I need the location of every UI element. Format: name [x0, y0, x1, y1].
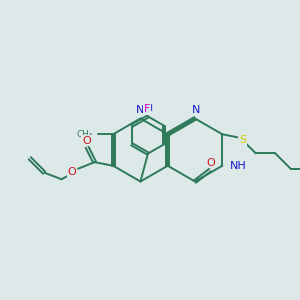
Text: H: H — [145, 104, 152, 113]
Text: H: H — [136, 106, 144, 115]
Text: S: S — [239, 135, 246, 145]
Text: O: O — [68, 167, 76, 177]
Text: N: N — [191, 105, 200, 115]
Text: F: F — [144, 104, 151, 114]
Text: O: O — [206, 158, 215, 168]
Text: N: N — [136, 105, 144, 115]
Text: CH₃: CH₃ — [77, 130, 93, 139]
Text: NH: NH — [230, 161, 247, 171]
Text: O: O — [82, 136, 91, 146]
